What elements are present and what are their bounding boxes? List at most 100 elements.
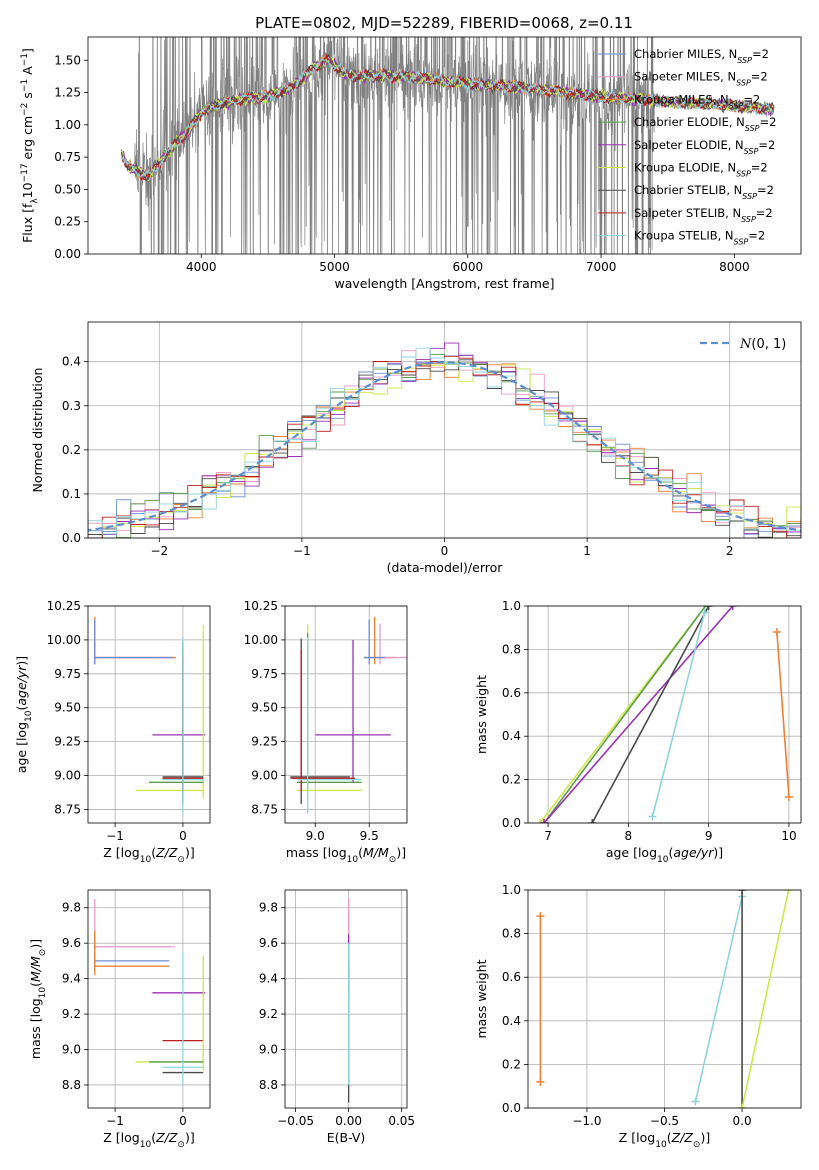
residuals-legend: N(0, 1)	[700, 337, 786, 352]
residuals-panel: −2 −1 0 1 2 0.0 0.1 0.2 0.3 0.4 (data-model)/error…	[30, 321, 802, 575]
mass-weight-marker	[588, 819, 597, 823]
mass-weight-marker	[536, 912, 545, 921]
x-tick-label: 0.05	[388, 1114, 415, 1128]
age-weight-plot-area	[536, 606, 793, 823]
y-tick-label: 9.6	[62, 936, 81, 950]
y-tick-label: 9.2	[259, 1007, 278, 1021]
legend-entry: Chabrier MILES, NSSP=2	[634, 47, 769, 65]
x-tick-label: −2	[150, 544, 168, 558]
x-axis-label: wavelength [Angstrom, rest frame]	[334, 276, 554, 291]
y-tick-label: 1.00	[54, 118, 81, 132]
x-tick-label: 8000	[719, 260, 750, 274]
y-tick-label: 9.6	[259, 936, 278, 950]
y-tick-label: 0.4	[62, 355, 81, 369]
mass-weight-line	[543, 606, 707, 823]
y-tick-label: 9.8	[62, 901, 81, 915]
x-axis-label: Z [log10(Z/Z⊙)]	[103, 1130, 194, 1150]
y-tick-label: 9.4	[62, 972, 81, 986]
errorbar-point	[94, 930, 170, 976]
ebv-panel: −0.05 0.00 0.05 8.8 9.0 9.2 9.4 9.6 9.8 E(B-V)	[259, 889, 415, 1145]
y-tick-label: 9.00	[251, 769, 278, 783]
x-tick-label: 10	[781, 829, 796, 843]
x-tick-label: 0	[179, 1114, 187, 1128]
mass-weight-marker	[536, 1077, 545, 1086]
x-axis-label: (data-model)/error	[387, 560, 504, 575]
mass-age-panel: 9.0 9.5 8.75 9.00 9.25 9.50 9.75 10.00 10.25 mass…	[244, 599, 408, 865]
y-tick-label: 9.25	[251, 735, 278, 749]
x-tick-label: 0	[441, 544, 449, 558]
mass-weight-marker	[536, 819, 545, 823]
mass-weight-marker	[738, 1104, 747, 1108]
y-tick-label: 10.25	[244, 599, 278, 613]
y-tick-label: 9.0	[62, 1043, 81, 1057]
y-axis-label: mass [log10(M/M⊙)]	[28, 939, 48, 1059]
errorbar-point	[162, 952, 204, 1085]
mass-weight-marker	[691, 1097, 700, 1106]
y-axis-label: mass weight	[474, 959, 489, 1038]
x-axis-label: age [log10(age/yr)]	[606, 845, 723, 865]
legend-entry: N(0, 1)	[739, 337, 786, 352]
x-axis-label: E(B-V)	[327, 1130, 366, 1145]
spectrum-panel: 4000 5000 6000 7000 8000 0.00 0.25 0.50 0.75 1.00…	[20, 36, 802, 291]
y-axis-label: age [log10(age/yr)]	[14, 656, 34, 773]
x-tick-label: −0.05	[277, 1114, 314, 1128]
x-tick-label: −1	[293, 544, 311, 558]
y-tick-label: 9.00	[54, 769, 81, 783]
x-tick-label: 0	[179, 829, 187, 843]
y-tick-label: 9.8	[259, 901, 278, 915]
mass-weight-line	[694, 896, 743, 1102]
errorbar-point	[162, 637, 204, 814]
x-tick-label: −0.5	[650, 1114, 679, 1128]
y-tick-label: 1.0	[502, 599, 521, 613]
mass-weight-marker	[784, 890, 793, 894]
y-tick-label: 0.8	[502, 927, 521, 941]
mass-weight-line	[591, 606, 710, 823]
y-tick-label: 0.6	[502, 686, 521, 700]
mass-weight-marker	[700, 608, 709, 617]
x-tick-label: 7	[544, 829, 552, 843]
y-tick-label: 0.50	[54, 182, 81, 196]
Z-weight-panel: −1.0 −0.5 0.0 0.0 0.2 0.4 0.6 0.8 1.0 Z [log10(Z/…	[474, 883, 802, 1150]
y-tick-label: 0.0	[502, 816, 521, 830]
y-tick-label: 0.2	[502, 1057, 521, 1071]
y-tick-label: 8.75	[251, 802, 278, 816]
y-tick-label: 1.50	[54, 53, 81, 67]
x-tick-label: −1	[106, 829, 124, 843]
errorbar-point	[315, 639, 391, 783]
errorbar-point	[296, 637, 362, 814]
x-axis-label: Z [log10(Z/Z⊙)]	[619, 1130, 710, 1150]
mass-weight-marker	[784, 792, 793, 801]
x-tick-label: 5000	[319, 260, 350, 274]
mass-weight-marker	[728, 606, 737, 610]
Z-age-plot-area	[94, 616, 206, 814]
axes-frame	[87, 889, 211, 1109]
figure-title: PLATE=0802, MJD=52289, FIBERID=0068, z=0…	[255, 14, 633, 32]
axes-frame	[527, 889, 802, 1109]
y-tick-label: 0.4	[502, 729, 521, 743]
errorbar-point	[290, 649, 356, 792]
legend-entry: Kroupa STELIB, NSSP=2	[634, 229, 765, 247]
y-tick-label: 0.2	[502, 773, 521, 787]
x-tick-label: 1	[583, 544, 591, 558]
mass-weight-marker	[704, 606, 713, 610]
x-tick-label: 6000	[453, 260, 484, 274]
y-axis-label: Normed distribution	[30, 368, 45, 493]
errorbar-point	[94, 619, 173, 665]
y-tick-label: 8.8	[259, 1078, 278, 1092]
y-tick-label: 0.25	[54, 215, 81, 229]
mass-weight-line	[741, 890, 790, 1108]
Z-mass-panel: −1 0 8.8 9.0 9.2 9.4 9.6 9.8 mass [log10(M/M⊙)] Z…	[28, 889, 211, 1150]
x-tick-label: 0.0	[733, 1114, 752, 1128]
x-tick-label: 0.00	[335, 1114, 362, 1128]
y-tick-label: 9.50	[251, 701, 278, 715]
y-tick-label: 10.00	[47, 633, 81, 647]
legend-entry: Chabrier ELODIE, NSSP=2	[634, 115, 776, 133]
mass-weight-line	[776, 631, 790, 798]
legend-entry: Salpeter STELIB, NSSP=2	[634, 206, 773, 224]
y-tick-label: 9.75	[251, 667, 278, 681]
y-tick-label: 0.1	[62, 487, 81, 501]
spectrum-legend: Chabrier MILES, NSSP=2 Salpeter MILES, NS…	[598, 47, 776, 246]
mass-age-plot-area	[290, 616, 407, 814]
y-tick-label: 0.75	[54, 150, 81, 164]
